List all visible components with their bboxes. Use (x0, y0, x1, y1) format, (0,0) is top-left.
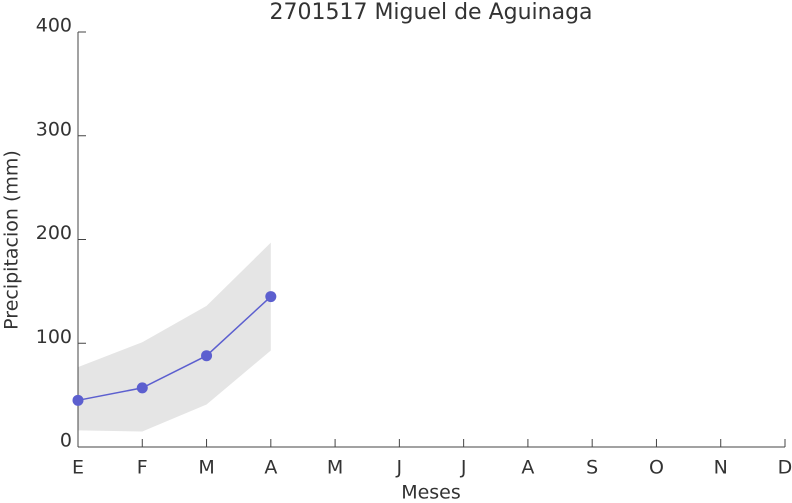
y-axis-label: Precipitacion (mm) (1, 150, 23, 330)
x-tick-label: O (649, 457, 664, 479)
x-tick-label: A (264, 457, 277, 479)
series-line (77, 296, 272, 402)
data-point (136, 382, 148, 394)
x-tick-label: A (521, 457, 534, 479)
x-tick-label: J (460, 457, 467, 479)
range-band (78, 242, 271, 432)
data-point (72, 394, 84, 406)
y-tick-label: 300 (36, 118, 72, 140)
x-tick-label: E (72, 457, 84, 479)
x-tick-label: J (396, 457, 403, 479)
data-point (201, 350, 213, 362)
y-tick-label: 100 (36, 326, 72, 348)
x-tick-label: M (198, 457, 214, 479)
chart-title: 2701517 Miguel de Aguinaga (269, 0, 592, 25)
y-tick-label: 0 (60, 430, 72, 452)
x-tick-label: F (137, 457, 148, 479)
data-point (265, 291, 277, 303)
y-tick-label: 400 (36, 15, 72, 37)
x-tick-label: M (327, 457, 343, 479)
x-axis-label: Meses (401, 482, 461, 503)
y-tick-label: 200 (36, 222, 72, 244)
x-tick-label: S (586, 457, 598, 479)
x-tick-label: D (778, 457, 792, 479)
x-tick-label: N (714, 457, 728, 479)
